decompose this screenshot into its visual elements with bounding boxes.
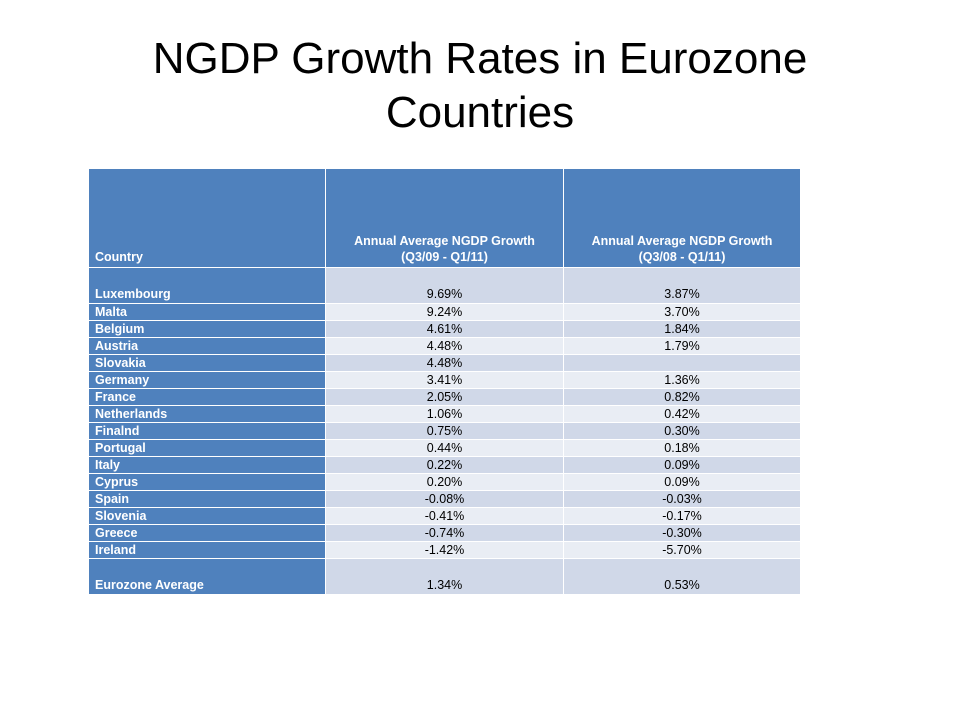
growth-q308-q111-cell <box>563 354 801 372</box>
table-row: Malta 9.24% 3.70% <box>88 303 801 321</box>
country-cell: Cyprus <box>88 473 326 491</box>
country-cell: Belgium <box>88 320 326 338</box>
growth-q309-q111-cell: 0.44% <box>325 439 564 457</box>
table-row: Slovenia -0.41% -0.17% <box>88 507 801 525</box>
growth-q309-q111-cell: -1.42% <box>325 541 564 559</box>
table-row: Italy 0.22% 0.09% <box>88 456 801 474</box>
growth-q309-q111-cell: 4.61% <box>325 320 564 338</box>
header-growth-q308-q111: Annual Average NGDP Growth (Q3/08 - Q1/1… <box>563 168 801 268</box>
growth-q308-q111-cell: -0.17% <box>563 507 801 525</box>
country-cell: Italy <box>88 456 326 474</box>
country-cell: Slovakia <box>88 354 326 372</box>
growth-q308-q111-cell: 1.84% <box>563 320 801 338</box>
growth-q308-q111-cell: 3.87% <box>563 267 801 304</box>
growth-q309-q111-cell: 0.20% <box>325 473 564 491</box>
growth-q308-q111-cell: 0.18% <box>563 439 801 457</box>
country-cell: Germany <box>88 371 326 389</box>
country-cell: Portugal <box>88 439 326 457</box>
country-cell: Malta <box>88 303 326 321</box>
growth-q309-q111-cell: -0.41% <box>325 507 564 525</box>
table-row: Luxembourg 9.69% 3.87% <box>88 267 801 304</box>
title-line-2: Countries <box>385 88 575 137</box>
growth-q309-q111-cell: 1.06% <box>325 405 564 423</box>
growth-q308-q111-cell: 1.36% <box>563 371 801 389</box>
growth-q309-q111-cell: -0.74% <box>325 524 564 542</box>
table-row: Germany 3.41% 1.36% <box>88 371 801 389</box>
table-row: Cyprus 0.20% 0.09% <box>88 473 801 491</box>
slide-title: NGDP Growth Rates in Eurozone Countries <box>0 32 960 140</box>
growth-q308-q111-cell: 0.53% <box>563 558 801 595</box>
growth-q308-q111-cell: 3.70% <box>563 303 801 321</box>
table-row: Netherlands 1.06% 0.42% <box>88 405 801 423</box>
table-row: Belgium 4.61% 1.84% <box>88 320 801 338</box>
growth-q309-q111-cell: 0.75% <box>325 422 564 440</box>
header-growth-q309-q111: Annual Average NGDP Growth (Q3/09 - Q1/1… <box>325 168 564 268</box>
header-label: Annual Average NGDP Growth <box>354 234 535 248</box>
growth-q309-q111-cell: -0.08% <box>325 490 564 508</box>
country-cell: Eurozone Average <box>88 558 326 595</box>
growth-q308-q111-cell: 0.82% <box>563 388 801 406</box>
growth-q308-q111-cell: 0.09% <box>563 456 801 474</box>
header-period: (Q3/08 - Q1/11) <box>638 250 726 264</box>
growth-q309-q111-cell: 4.48% <box>325 354 564 372</box>
country-cell: Spain <box>88 490 326 508</box>
table-row: Ireland -1.42% -5.70% <box>88 541 801 559</box>
table-row: France 2.05% 0.82% <box>88 388 801 406</box>
table-row: Finalnd 0.75% 0.30% <box>88 422 801 440</box>
table-row: Austria 4.48% 1.79% <box>88 337 801 355</box>
growth-q308-q111-cell: -0.30% <box>563 524 801 542</box>
growth-q308-q111-cell: 0.42% <box>563 405 801 423</box>
header-country: Country <box>88 168 326 268</box>
ngdp-growth-table: Country Annual Average NGDP Growth (Q3/0… <box>88 168 801 595</box>
growth-q309-q111-cell: 1.34% <box>325 558 564 595</box>
table-row: Portugal 0.44% 0.18% <box>88 439 801 457</box>
growth-q309-q111-cell: 3.41% <box>325 371 564 389</box>
country-cell: Austria <box>88 337 326 355</box>
growth-q308-q111-cell: -0.03% <box>563 490 801 508</box>
growth-q309-q111-cell: 0.22% <box>325 456 564 474</box>
country-cell: Greece <box>88 524 326 542</box>
table-row: Slovakia 4.48% <box>88 354 801 372</box>
title-line-1: NGDP Growth Rates in Eurozone <box>152 34 808 83</box>
header-row: Country Annual Average NGDP Growth (Q3/0… <box>88 168 801 268</box>
country-cell: Netherlands <box>88 405 326 423</box>
growth-q309-q111-cell: 4.48% <box>325 337 564 355</box>
country-cell: Slovenia <box>88 507 326 525</box>
growth-q308-q111-cell: -5.70% <box>563 541 801 559</box>
growth-q309-q111-cell: 9.24% <box>325 303 564 321</box>
growth-q308-q111-cell: 1.79% <box>563 337 801 355</box>
table-row: Eurozone Average 1.34% 0.53% <box>88 558 801 595</box>
country-cell: Ireland <box>88 541 326 559</box>
header-label: Annual Average NGDP Growth <box>591 234 773 248</box>
growth-q308-q111-cell: 0.09% <box>563 473 801 491</box>
table-row: Spain -0.08% -0.03% <box>88 490 801 508</box>
growth-q308-q111-cell: 0.30% <box>563 422 801 440</box>
country-cell: France <box>88 388 326 406</box>
country-cell: Finalnd <box>88 422 326 440</box>
table-row: Greece -0.74% -0.30% <box>88 524 801 542</box>
growth-q309-q111-cell: 2.05% <box>325 388 564 406</box>
growth-q309-q111-cell: 9.69% <box>325 267 564 304</box>
country-cell: Luxembourg <box>88 267 326 304</box>
header-period: (Q3/09 - Q1/11) <box>401 250 488 264</box>
